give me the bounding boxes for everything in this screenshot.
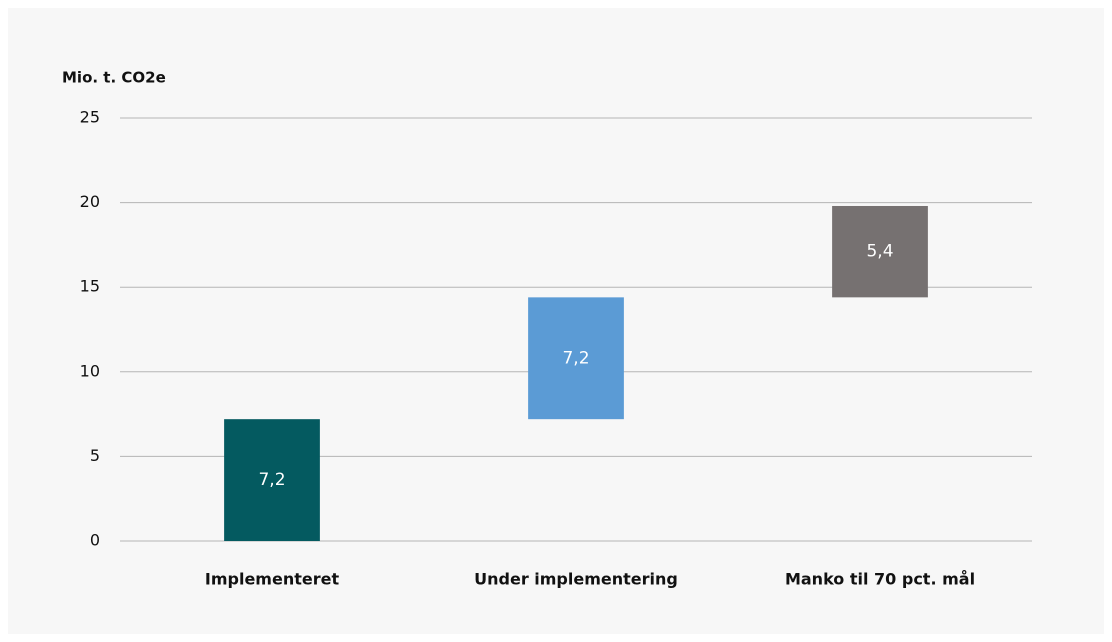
x-tick-label: Implementeret	[205, 570, 340, 589]
bar	[528, 297, 624, 420]
value-label: 5,4	[866, 242, 893, 262]
bar	[224, 419, 320, 541]
value-label: 7,2	[258, 470, 285, 490]
y-tick-label: 25	[80, 108, 100, 127]
y-tick-label: 15	[80, 277, 100, 296]
y-tick-label: 0	[90, 531, 100, 550]
y-tick-label: 20	[80, 192, 100, 211]
value-label: 7,2	[562, 348, 589, 368]
x-tick-label: Manko til 70 pct. mål	[785, 570, 975, 589]
bar	[832, 205, 928, 298]
y-tick-label: 5	[90, 446, 100, 465]
y-tick-label: 10	[80, 361, 100, 380]
y-axis-label: Mio. t. CO2e	[62, 69, 166, 87]
x-tick-label: Under implementering	[474, 570, 678, 589]
